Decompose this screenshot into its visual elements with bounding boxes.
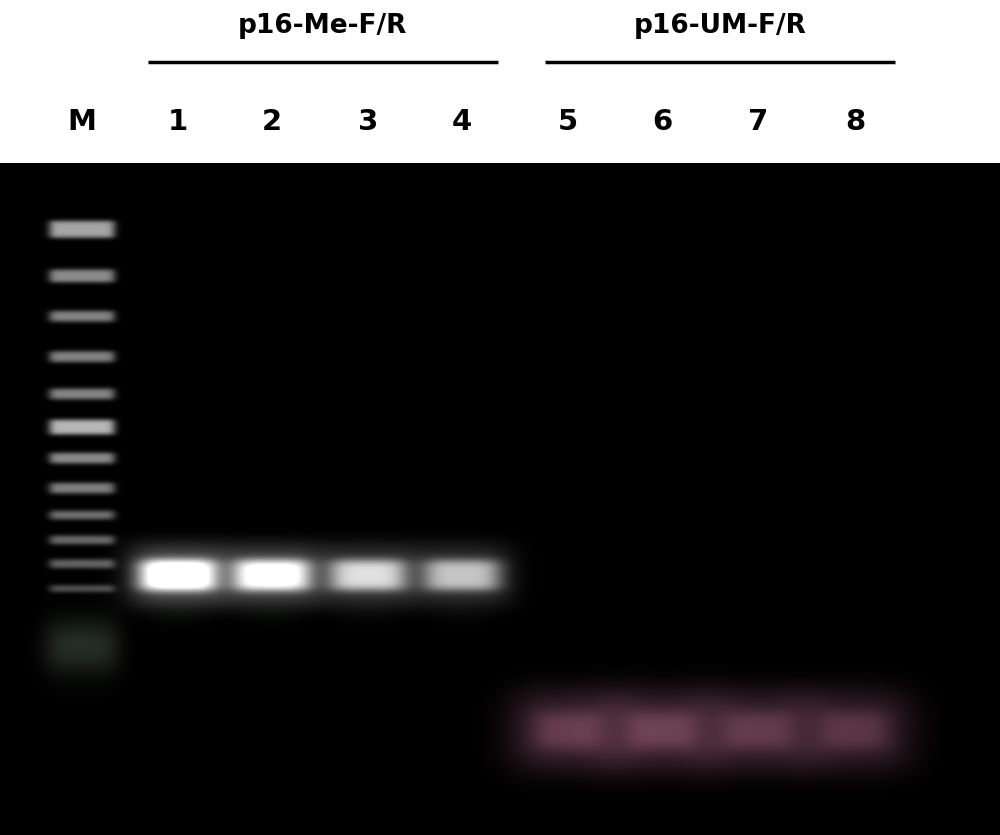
Text: 4: 4 [452,108,472,136]
Text: 3: 3 [358,108,378,136]
Text: 6: 6 [652,108,672,136]
Text: p16-UM-F/R: p16-UM-F/R [634,13,806,39]
Text: 2: 2 [262,108,282,136]
Text: 5: 5 [558,108,578,136]
Text: p16-Me-F/R: p16-Me-F/R [237,13,407,39]
Text: M: M [68,108,96,136]
Text: 1: 1 [168,108,188,136]
Text: 7: 7 [748,108,768,136]
Text: 8: 8 [845,108,865,136]
